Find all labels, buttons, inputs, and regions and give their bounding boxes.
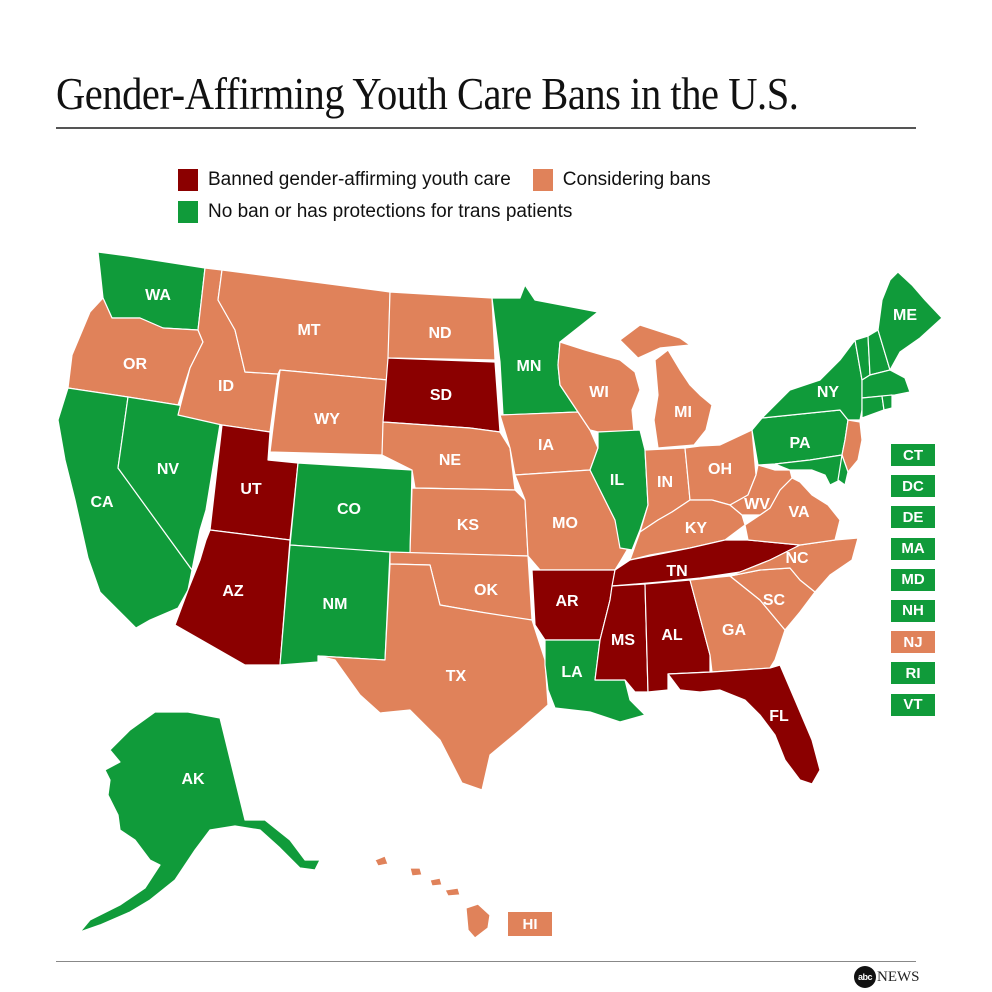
swatch-banned	[178, 169, 198, 191]
legend-label: Considering bans	[562, 169, 711, 190]
state-AK[interactable]	[79, 711, 321, 933]
small-state-MD[interactable]: MD	[891, 568, 935, 591]
state-NJ[interactable]	[841, 419, 863, 473]
state-DE[interactable]	[837, 454, 849, 486]
small-state-NH[interactable]: NH	[891, 599, 935, 622]
state-IA[interactable]	[499, 411, 599, 476]
title-divider	[56, 127, 916, 129]
state-IL[interactable]	[589, 429, 649, 551]
legend-label: Banned gender-affirming youth care	[208, 169, 511, 190]
state-ND[interactable]	[387, 291, 496, 361]
small-state-DE[interactable]: DE	[891, 506, 935, 529]
state-KS[interactable]	[409, 487, 529, 557]
state-WV[interactable]	[729, 464, 793, 516]
abc-logo-icon: abc	[854, 966, 876, 988]
abc-news-wordmark: NEWS	[877, 968, 920, 985]
small-state-VT[interactable]: VT	[891, 693, 935, 716]
state-CT[interactable]	[861, 395, 885, 419]
state-NM[interactable]	[279, 544, 391, 666]
legend-item-protected: No ban or has protections for trans pati…	[178, 201, 572, 223]
legend-label: No ban or has protections for trans pati…	[208, 201, 573, 222]
state-MT[interactable]	[217, 269, 391, 381]
state-TX[interactable]	[317, 563, 549, 791]
abc-news-logo: abc NEWS	[854, 966, 920, 988]
state-HI[interactable]	[374, 855, 491, 939]
swatch-protected	[178, 201, 198, 223]
legend-item-banned: Banned gender-affirming youth care	[178, 169, 511, 191]
state-ME[interactable]	[877, 271, 943, 371]
small-state-MA[interactable]: MA	[891, 537, 935, 560]
state-SD[interactable]	[382, 357, 501, 433]
swatch-considering	[532, 169, 553, 191]
footer-divider	[56, 961, 916, 962]
state-WY[interactable]	[269, 369, 389, 456]
small-state-CT[interactable]: CT	[891, 444, 935, 466]
state-NY[interactable]	[761, 339, 863, 421]
state-MD[interactable]	[774, 454, 843, 486]
state-FL[interactable]	[667, 664, 821, 785]
page-title: Gender-Affirming Youth Care Bans in the …	[56, 69, 799, 119]
state-MI[interactable]	[619, 324, 713, 449]
small-state-NJ[interactable]: NJ	[891, 631, 935, 654]
legend: Banned gender-affirming youth care Consi…	[178, 164, 733, 228]
small-state-DC[interactable]: DC	[891, 475, 935, 498]
legend-item-considering: Considering bans	[532, 169, 711, 191]
small-state-boxes: CT DC DE MA MD NH NJ RI VT	[891, 444, 935, 725]
state-RI[interactable]	[881, 394, 893, 411]
hawaii-label-box[interactable]: HI	[508, 912, 552, 936]
state-CO[interactable]	[289, 462, 413, 556]
small-state-RI[interactable]: RI	[891, 662, 935, 685]
